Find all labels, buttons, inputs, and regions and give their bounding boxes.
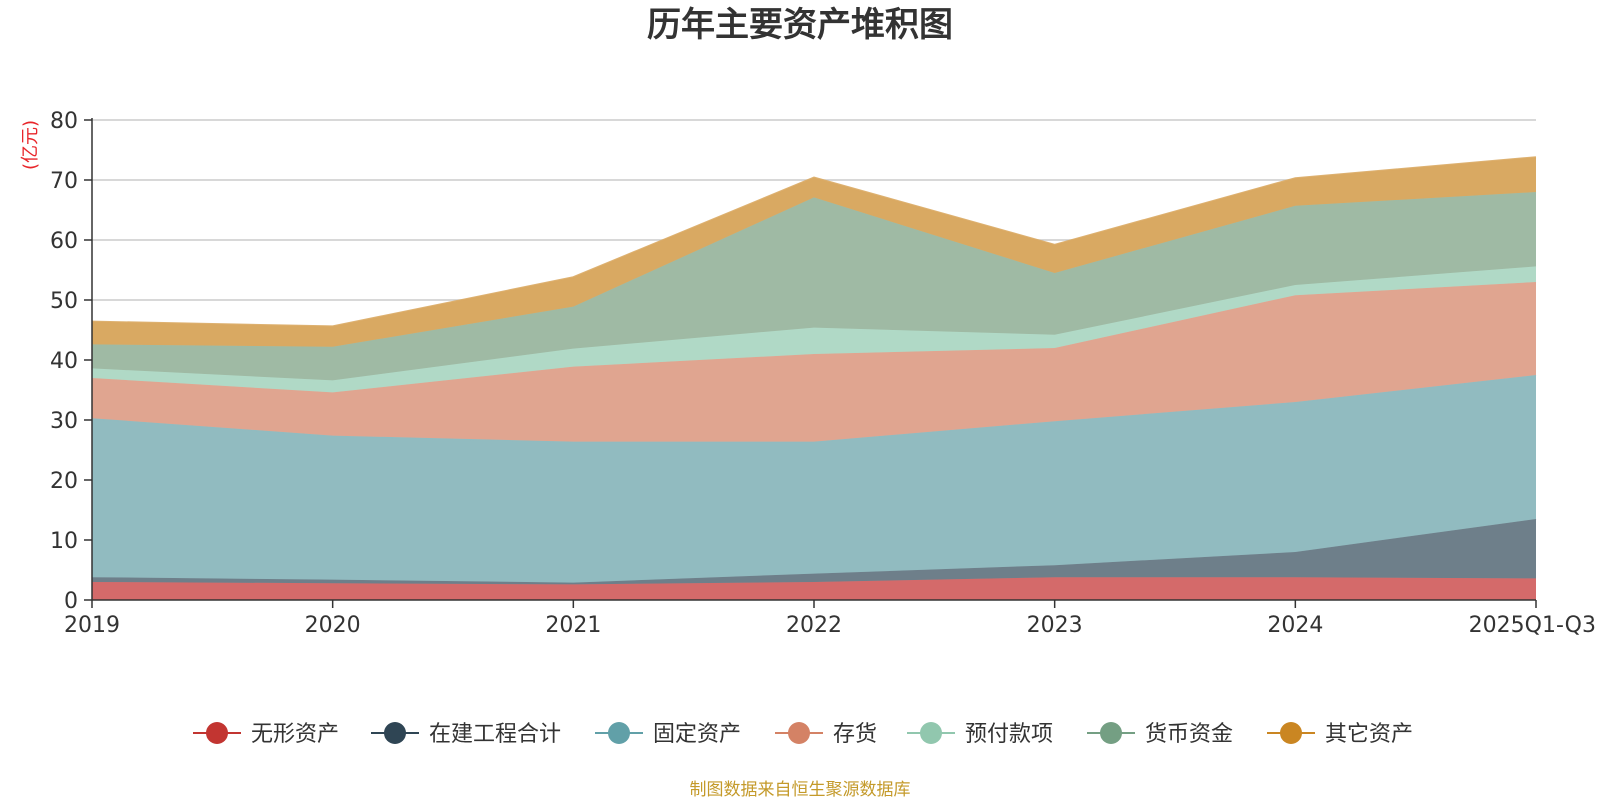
y-tick-label: 10 <box>50 529 78 554</box>
legend-item-1[interactable]: 在建工程合计 <box>371 722 561 747</box>
legend-marker <box>206 722 228 744</box>
area-series-1 <box>92 519 1536 585</box>
y-axis-unit-label: (亿元) <box>20 120 41 170</box>
legend-item-4[interactable]: 预付款项 <box>907 722 1053 747</box>
legend-marker <box>788 722 810 744</box>
series-line-6 <box>91 156 1537 328</box>
legend-label: 无形资产 <box>251 722 339 747</box>
legend[interactable]: 无形资产 在建工程合计 固定资产 存货 预付款项 货币资金 其它资产 <box>193 722 1413 747</box>
y-tick-label: 50 <box>50 289 78 314</box>
legend-item-5[interactable]: 货币资金 <box>1087 722 1233 747</box>
y-tick-label: 0 <box>64 589 78 614</box>
x-tick-label: 2024 <box>1267 613 1323 638</box>
legend-label: 预付款项 <box>965 722 1053 747</box>
legend-label: 在建工程合计 <box>429 722 561 747</box>
legend-marker <box>608 722 630 744</box>
x-tick-label: 2021 <box>545 613 601 638</box>
legend-marker <box>920 722 942 744</box>
y-tick-label: 20 <box>50 469 78 494</box>
area-series-6 <box>92 157 1536 347</box>
legend-item-6[interactable]: 其它资产 <box>1267 722 1413 747</box>
legend-item-0[interactable]: 无形资产 <box>193 722 339 747</box>
x-tick-label: 2022 <box>786 613 842 638</box>
x-tick-label: 2020 <box>305 613 361 638</box>
legend-item-3[interactable]: 存货 <box>775 722 877 747</box>
area-series-0 <box>92 577 1536 600</box>
legend-label: 固定资产 <box>653 722 741 747</box>
x-tick-label: 2023 <box>1027 613 1083 638</box>
legend-marker <box>1100 722 1122 744</box>
y-tick-label: 80 <box>50 109 78 134</box>
legend-label: 存货 <box>833 722 877 747</box>
chart-title: 历年主要资产堆积图 <box>647 5 953 45</box>
y-tick-label: 60 <box>50 229 78 254</box>
area-series-4 <box>92 266 1536 393</box>
y-tick-label: 40 <box>50 349 78 374</box>
legend-label: 其它资产 <box>1325 722 1413 747</box>
y-tick-label: 70 <box>50 169 78 194</box>
source-note: 制图数据来自恒生聚源数据库 <box>690 780 911 800</box>
area-series-2 <box>92 375 1536 583</box>
y-tick-label: 30 <box>50 409 78 434</box>
x-tick-label: 2025Q1-Q3 <box>1469 613 1596 638</box>
axes: 0 10 20 30 40 50 60 70 80 2019 2020 2021 2022 2023 202… <box>50 109 1596 638</box>
area-series-group <box>91 156 1537 600</box>
legend-marker <box>1280 722 1302 744</box>
x-tick-label: 2019 <box>64 613 120 638</box>
legend-marker <box>384 722 406 744</box>
legend-label: 货币资金 <box>1145 722 1233 747</box>
area-series-5 <box>92 192 1536 381</box>
legend-item-2[interactable]: 固定资产 <box>595 722 741 747</box>
